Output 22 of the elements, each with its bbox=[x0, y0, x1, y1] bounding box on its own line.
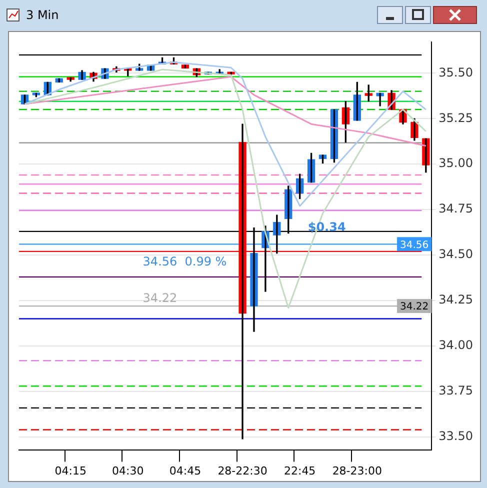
x-tick-label: 04:30 bbox=[112, 464, 144, 478]
y-tick-label: 33.75 bbox=[438, 384, 474, 398]
ref-line-label: 34.22 bbox=[400, 302, 429, 313]
x-tick-label: 28-22:30 bbox=[218, 464, 268, 478]
annotation: $0.34 bbox=[308, 220, 346, 234]
x-tick-label: 28-23:00 bbox=[332, 464, 382, 478]
y-tick-label: 34.75 bbox=[438, 202, 474, 216]
y-tick-label: 33.50 bbox=[438, 429, 474, 444]
x-tick-label: 22:45 bbox=[284, 464, 316, 478]
annotation: 34.22 bbox=[142, 291, 178, 306]
candlestick bbox=[181, 64, 190, 69]
y-tick-label: 35.25 bbox=[438, 110, 474, 125]
chart-title: 3 Min bbox=[26, 8, 59, 22]
y-tick-label: 34.50 bbox=[438, 247, 474, 262]
y-tick-label: 35.50 bbox=[438, 65, 474, 80]
y-tick-label: 34.00 bbox=[438, 338, 474, 352]
x-tick-label: 04:45 bbox=[169, 464, 202, 478]
y-tick-label: 35.00 bbox=[438, 156, 474, 170]
x-tick-label: 04:15 bbox=[54, 464, 86, 478]
annotation: 34.56 0.99 % bbox=[142, 254, 227, 268]
ref-line-label: 34.56 bbox=[400, 240, 429, 251]
y-tick-label: 34.25 bbox=[438, 292, 474, 307]
